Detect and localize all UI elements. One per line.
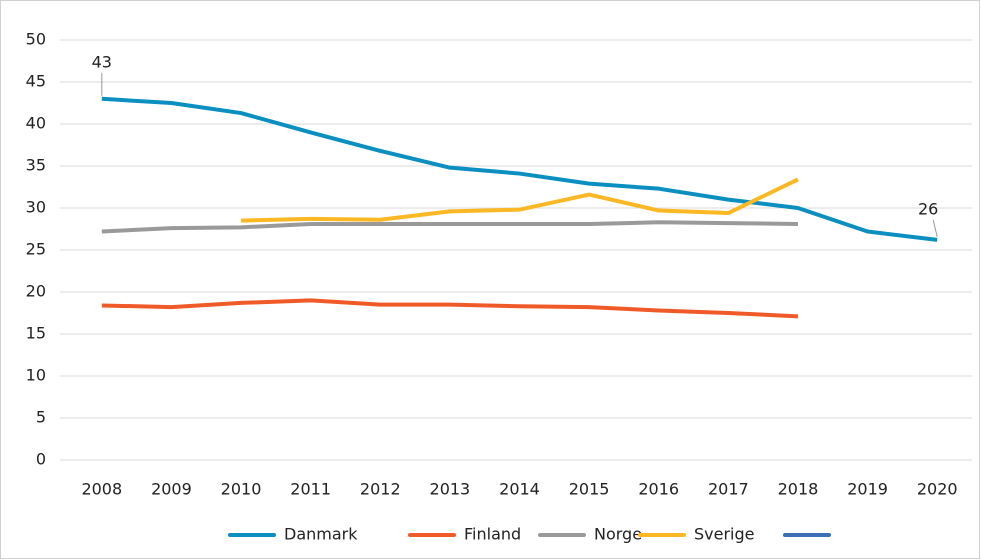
legend-label: Norge [594, 525, 642, 544]
data-label: 26 [918, 199, 938, 218]
legend-label: Danmark [284, 525, 358, 544]
y-tick-label: 35 [26, 156, 46, 175]
x-tick-label: 2009 [151, 480, 192, 499]
series-line [240, 177, 799, 223]
legend-label: Finland [464, 525, 521, 544]
y-tick-label: 50 [26, 30, 46, 49]
x-tick-label: 2018 [778, 480, 819, 499]
x-tick-label: 2013 [430, 480, 471, 499]
x-tick-label: 2020 [917, 480, 958, 499]
x-tick-label: 2012 [360, 480, 401, 499]
x-tick-label: 2017 [708, 480, 749, 499]
y-tick-label: 5 [36, 408, 46, 427]
y-tick-label: 25 [26, 240, 46, 259]
series-line [101, 96, 938, 242]
x-tick-label: 2010 [221, 480, 262, 499]
data-label: 43 [92, 52, 112, 71]
y-tick-label: 40 [26, 114, 46, 133]
x-tick-label: 2011 [290, 480, 331, 499]
x-tick-label: 2016 [638, 480, 679, 499]
y-tick-label: 45 [26, 72, 46, 91]
series-line [101, 298, 799, 319]
y-tick-label: 0 [36, 450, 46, 469]
legend-label: Sverige [694, 525, 755, 544]
y-tick-label: 20 [26, 282, 46, 301]
y-tick-label: 30 [26, 198, 46, 217]
series-line [101, 220, 798, 234]
y-tick-label: 15 [26, 324, 46, 343]
x-tick-label: 2019 [847, 480, 888, 499]
y-tick-label: 10 [26, 366, 46, 385]
x-tick-label: 2015 [569, 480, 610, 499]
x-tick-label: 2014 [499, 480, 540, 499]
leader-line [932, 219, 938, 238]
x-tick-label: 2008 [81, 480, 122, 499]
